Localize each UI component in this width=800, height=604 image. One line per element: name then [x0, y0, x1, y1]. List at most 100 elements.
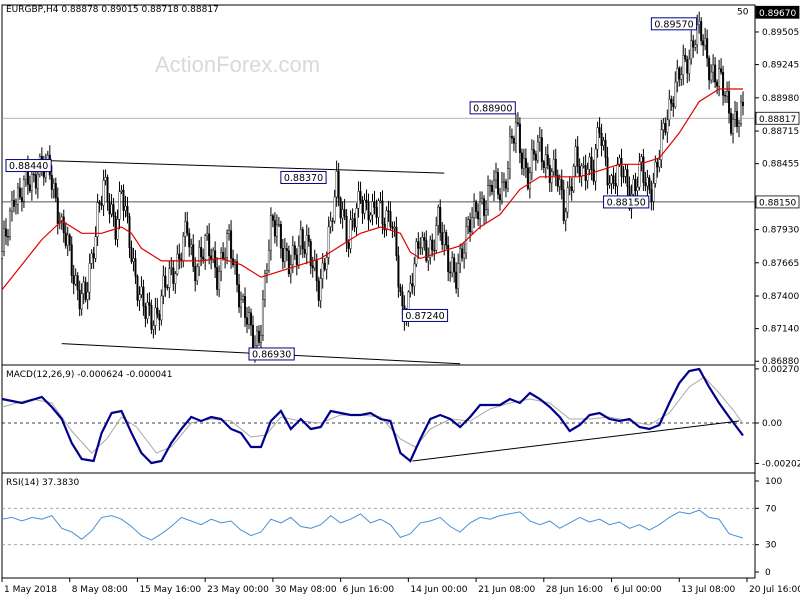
rsi-panel: RSI(14) 37.3830 100 70 30 0: [1, 477, 782, 578]
candle-body: [363, 199, 366, 214]
candle-body: [247, 312, 250, 325]
price-annotation-label: 0.88150: [607, 197, 646, 208]
candle-body: [122, 189, 125, 211]
candle-body: [674, 81, 677, 107]
candle-body: [427, 256, 430, 262]
rsi-line: [1, 509, 744, 541]
candle-body: [321, 262, 324, 279]
candle-body: [76, 275, 79, 291]
candle-body: [652, 183, 655, 202]
candle-body: [425, 240, 428, 262]
candle-body: [718, 68, 721, 87]
rsi-tick-label: 30: [765, 541, 777, 551]
candle-body: [186, 221, 189, 234]
candle-body: [293, 245, 296, 255]
macd-main-line: [1, 367, 744, 465]
candle-body: [136, 276, 139, 301]
macd-title: MACD(12,26,9) -0.000624 -0.000041: [6, 370, 172, 380]
candle-body: [415, 241, 418, 265]
price-annotation-box: [5, 159, 52, 173]
candle-body: [60, 216, 63, 222]
candle-body: [98, 202, 101, 204]
candle-body: [202, 256, 205, 260]
x-tick-label: 20 Jul 16:00: [749, 585, 800, 595]
candle-body: [327, 226, 330, 258]
price-tick-label: 0.88980: [762, 94, 799, 104]
candle-body: [734, 111, 737, 120]
x-tick-label: 6 Jun 16:00: [343, 585, 395, 595]
candle-body: [411, 283, 414, 287]
price-tick-label: 0.87665: [762, 259, 799, 269]
candle-body: [100, 203, 103, 206]
candle-body: [305, 235, 308, 254]
candle-body: [676, 67, 679, 83]
candle-body: [534, 154, 537, 161]
candle-body: [684, 55, 687, 60]
candle-body: [34, 174, 37, 189]
candle-body: [604, 140, 607, 158]
candle-body: [325, 257, 328, 270]
candle-body: [724, 94, 727, 97]
candle-body: [68, 234, 71, 245]
candle-body: [435, 225, 438, 251]
candle-body: [249, 312, 252, 326]
candle-body: [116, 219, 119, 240]
candle-body: [445, 232, 448, 246]
candle-body: [36, 173, 39, 189]
candle-body: [1, 251, 4, 259]
candle-body: [279, 224, 282, 249]
candle-body: [311, 265, 314, 269]
candle-body: [419, 247, 422, 249]
candle-body: [401, 291, 404, 307]
candle-body: [236, 261, 239, 285]
candle-body: [475, 201, 478, 212]
candle-body: [487, 185, 490, 210]
candle-body: [337, 171, 340, 199]
candle-body: [299, 229, 302, 247]
candle-body: [66, 234, 69, 246]
candle-body: [576, 146, 579, 167]
macd-trendline: [412, 420, 740, 462]
candle-body: [696, 24, 699, 45]
candle-body: [664, 123, 667, 133]
candle-body: [608, 183, 611, 186]
candle-body: [190, 244, 193, 248]
candle-body: [357, 191, 360, 209]
candle-body: [287, 250, 290, 275]
candle-body: [393, 226, 396, 229]
price-tick-label: 0.89245: [762, 61, 799, 71]
candle-body: [361, 200, 364, 214]
candle-body: [120, 189, 123, 192]
candle-body: [632, 179, 635, 195]
candle-body: [74, 275, 77, 285]
candle-body: [345, 216, 348, 243]
candle-body: [441, 232, 444, 245]
candle-body: [556, 175, 559, 187]
support-level-label-text: 0.88150: [759, 198, 796, 208]
candle-body: [736, 111, 739, 127]
macd-panel: MACD(12,26,9) -0.000624 -0.000041 0.00270…: [1, 365, 800, 469]
candle-body: [112, 204, 115, 217]
candle-body: [6, 236, 9, 238]
x-tick-label: 8 May 08:00: [72, 585, 128, 595]
price-tick-label: 0.87140: [762, 325, 799, 335]
candle-body: [240, 299, 243, 308]
candle-body: [500, 182, 503, 201]
candle-body: [588, 156, 591, 170]
candle-body: [353, 218, 356, 228]
candle-body: [700, 21, 703, 41]
candle-body: [196, 266, 199, 282]
candle-body: [297, 245, 300, 265]
candle-body: [347, 242, 350, 249]
candle-body: [377, 200, 380, 218]
candle-body: [222, 252, 225, 259]
price-annotation-box: [280, 170, 327, 184]
candle-body: [496, 172, 499, 195]
candle-body: [640, 156, 643, 163]
candle-body: [106, 177, 109, 203]
candle-body: [148, 302, 151, 306]
candle-body: [516, 122, 519, 125]
candle-body: [88, 263, 91, 293]
price-panel: 0.88440 0.88370 0.86930 0.87240 0.88900 0.881…: [1, 5, 799, 367]
candle-body: [477, 211, 480, 220]
